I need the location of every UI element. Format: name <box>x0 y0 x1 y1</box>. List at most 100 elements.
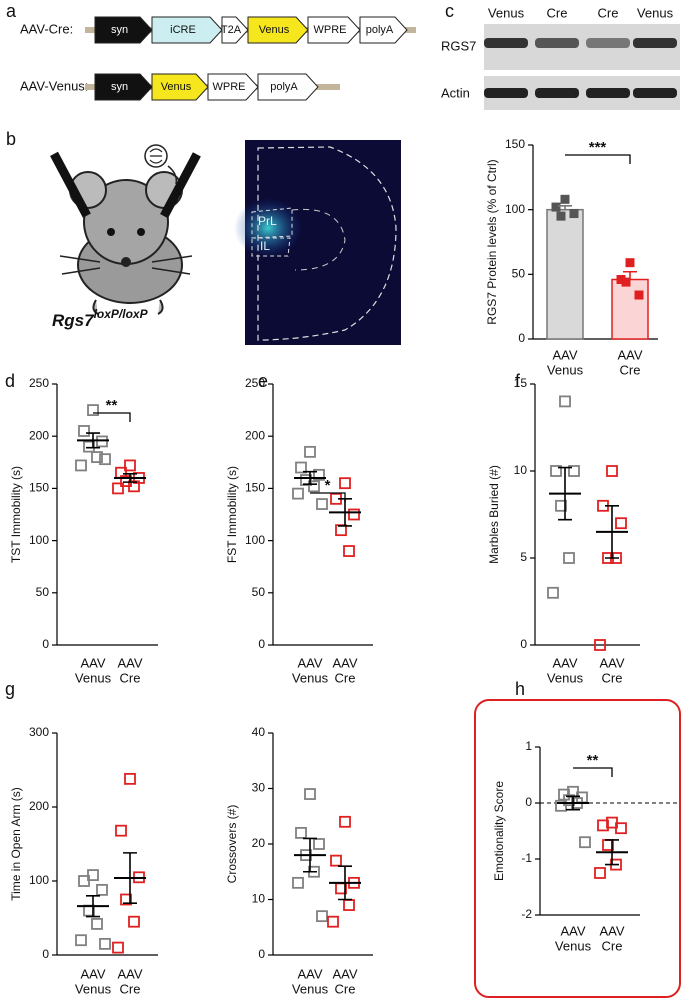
element-label: T2A <box>221 24 242 36</box>
data-point <box>551 202 561 212</box>
y-tick-label: 200 <box>29 799 49 813</box>
data-point <box>112 482 124 495</box>
error-bar <box>605 839 619 866</box>
y-axis-label: Marbles Buried (#) <box>487 465 501 564</box>
error-bar <box>86 895 100 918</box>
element-label: syn <box>111 81 128 93</box>
data-point <box>295 461 307 474</box>
y-tick-label: 0 <box>42 947 49 961</box>
lane-label: Venus <box>488 5 525 20</box>
data-point <box>87 869 99 881</box>
y-tick-label: 0 <box>42 637 49 651</box>
data-point <box>313 468 325 481</box>
y-tick-label: 50 <box>36 585 50 599</box>
blot-band <box>484 88 528 98</box>
y-axis-label: FST Immobility (s) <box>225 466 239 563</box>
significance-bracket <box>573 767 613 777</box>
panel-letter: f <box>515 371 521 391</box>
element-label: Venus <box>161 81 192 93</box>
allele-superscript: loxP/loxP <box>94 307 149 321</box>
construct-element <box>247 16 309 44</box>
y-tick-label: 150 <box>29 481 49 495</box>
data-point <box>343 899 355 911</box>
error-bar <box>338 865 352 901</box>
region-label: PrL <box>258 214 277 228</box>
error-bar <box>303 470 317 486</box>
lane-label: Venus <box>637 5 674 20</box>
construct-element <box>94 73 153 101</box>
blot-band <box>586 88 630 98</box>
x-tick-label: AAV <box>599 655 624 670</box>
data-point <box>99 453 111 466</box>
data-point <box>87 404 99 417</box>
error-bar <box>558 204 572 210</box>
panel-letter: a <box>6 1 17 21</box>
blot-band <box>633 38 677 48</box>
data-point <box>606 465 618 477</box>
construct-element <box>151 73 209 101</box>
data-point <box>91 451 103 463</box>
data-point <box>550 465 562 477</box>
significance-label: ** <box>106 397 118 414</box>
data-point <box>615 517 627 530</box>
data-point <box>120 893 132 906</box>
brain-image <box>234 140 401 345</box>
construct-label: AAV-Venus: <box>20 78 88 93</box>
y-tick-label: 200 <box>245 428 265 442</box>
x-tick-label: AAV <box>297 655 322 670</box>
x-tick-label: Venus <box>75 670 112 685</box>
data-point <box>597 819 609 832</box>
data-point <box>128 480 140 493</box>
lane-label: Cre <box>598 5 619 20</box>
x-tick-label: AAV <box>617 347 642 362</box>
y-axis-label: Time in Open Arm (s) <box>9 787 23 901</box>
y-tick-label: 0 <box>525 795 532 809</box>
data-point <box>316 910 328 923</box>
y-axis-label: RGS7 Protein levels (% of Ctrl) <box>485 159 499 324</box>
data-point <box>292 487 304 500</box>
data-point <box>339 477 351 490</box>
data-point <box>112 941 124 954</box>
x-tick-label: AAV <box>80 655 105 670</box>
mouse-illustration <box>50 144 201 315</box>
significance-bracket <box>310 492 346 502</box>
data-point <box>292 876 304 889</box>
x-tick-label: AAV <box>552 347 577 362</box>
blot-band <box>633 88 677 98</box>
y-tick-label: 30 <box>252 781 266 795</box>
construct-label: AAV-Cre: <box>20 21 73 36</box>
panel-letter: d <box>5 371 15 391</box>
x-tick-label: AAV <box>332 966 357 981</box>
data-point <box>335 524 347 537</box>
x-tick-label: Cre <box>620 362 641 377</box>
y-tick-label: 50 <box>252 585 266 599</box>
y-tick-label: 50 <box>512 267 526 281</box>
x-tick-label: AAV <box>117 655 142 670</box>
bar <box>611 278 649 340</box>
data-point <box>75 459 87 472</box>
y-tick-label: 300 <box>29 725 49 739</box>
blot-band <box>484 38 528 48</box>
x-tick-label: AAV <box>80 966 105 981</box>
data-point <box>569 209 579 219</box>
gene-name: Rgs7 <box>52 311 95 330</box>
x-tick-label: Venus <box>547 670 584 685</box>
x-tick-label: AAV <box>599 923 624 938</box>
significance-label: ** <box>587 752 599 769</box>
y-tick-label: 15 <box>514 376 528 390</box>
y-axis-label: Emotionality Score <box>492 781 506 881</box>
error-bar <box>303 837 317 873</box>
element-label: syn <box>111 24 128 36</box>
data-point <box>99 938 111 950</box>
construct-element <box>359 16 408 44</box>
significance-bracket <box>565 154 631 164</box>
data-point <box>330 854 342 867</box>
construct-element <box>94 16 153 44</box>
data-point <box>115 824 127 837</box>
panel-letter: h <box>515 679 525 699</box>
data-point <box>316 498 328 510</box>
data-point <box>96 883 108 896</box>
y-tick-label: -2 <box>521 907 532 921</box>
data-point <box>78 875 90 887</box>
construct-element <box>221 16 249 44</box>
